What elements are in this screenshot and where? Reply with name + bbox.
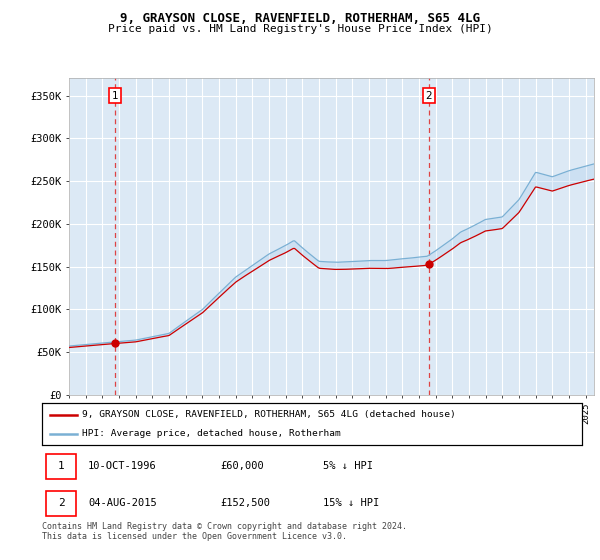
- Text: 1: 1: [112, 91, 119, 101]
- Text: Price paid vs. HM Land Registry's House Price Index (HPI): Price paid vs. HM Land Registry's House …: [107, 24, 493, 34]
- Text: 5% ↓ HPI: 5% ↓ HPI: [323, 461, 373, 472]
- Text: £152,500: £152,500: [220, 498, 270, 508]
- Text: 04-AUG-2015: 04-AUG-2015: [88, 498, 157, 508]
- Text: 2: 2: [425, 91, 432, 101]
- Text: 9, GRAYSON CLOSE, RAVENFIELD, ROTHERHAM, S65 4LG: 9, GRAYSON CLOSE, RAVENFIELD, ROTHERHAM,…: [120, 12, 480, 25]
- Text: 2: 2: [58, 498, 65, 508]
- Text: 9, GRAYSON CLOSE, RAVENFIELD, ROTHERHAM, S65 4LG (detached house): 9, GRAYSON CLOSE, RAVENFIELD, ROTHERHAM,…: [83, 410, 456, 419]
- Text: HPI: Average price, detached house, Rotherham: HPI: Average price, detached house, Roth…: [83, 430, 341, 438]
- Text: Contains HM Land Registry data © Crown copyright and database right 2024.
This d: Contains HM Land Registry data © Crown c…: [42, 522, 407, 542]
- FancyBboxPatch shape: [46, 491, 76, 516]
- Text: 15% ↓ HPI: 15% ↓ HPI: [323, 498, 379, 508]
- Text: £60,000: £60,000: [220, 461, 264, 472]
- FancyBboxPatch shape: [46, 454, 76, 479]
- Text: 10-OCT-1996: 10-OCT-1996: [88, 461, 157, 472]
- Text: 1: 1: [58, 461, 65, 472]
